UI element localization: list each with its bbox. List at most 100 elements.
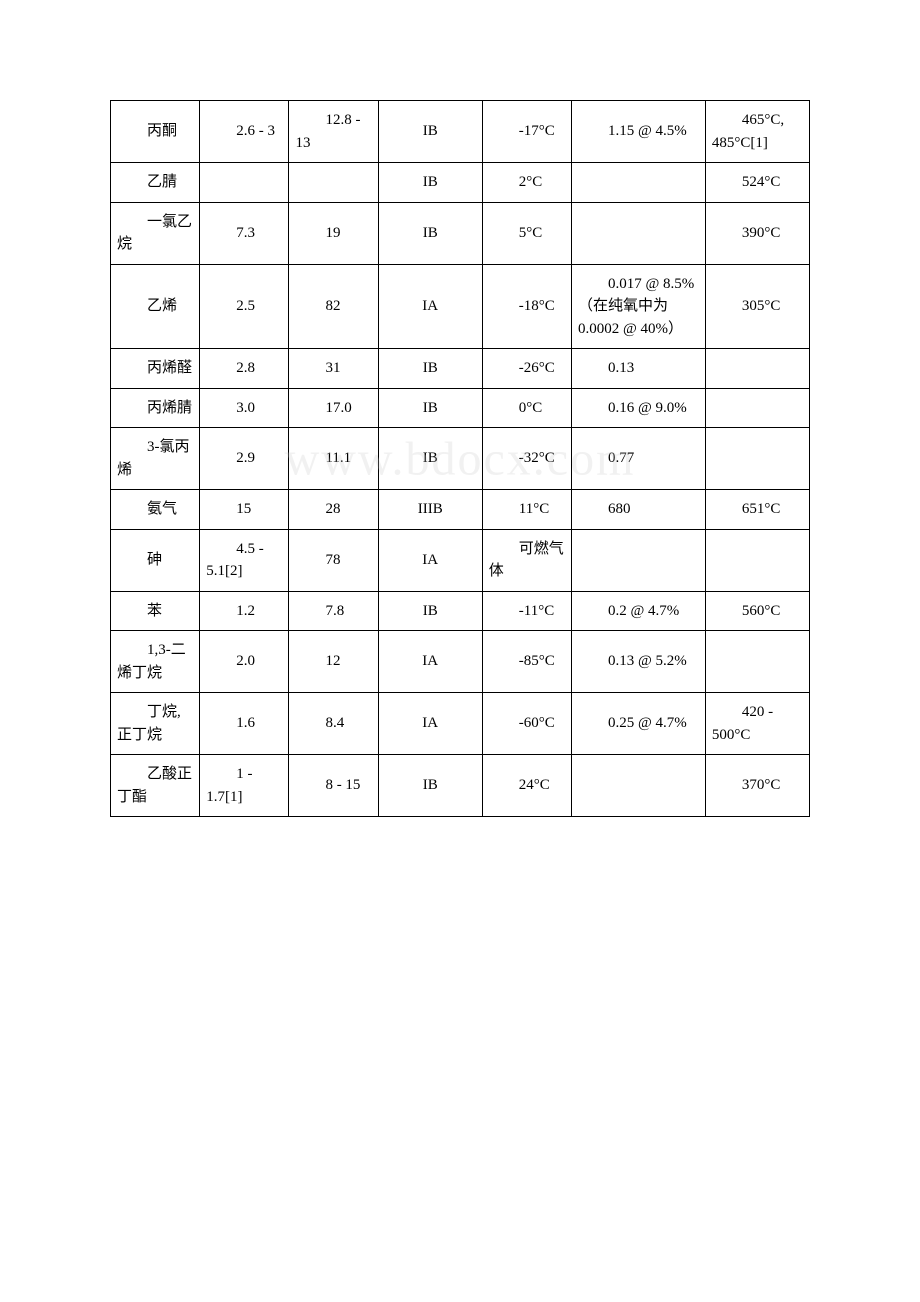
table-cell: -26°C	[482, 349, 571, 389]
table-cell: 7.3	[200, 202, 289, 264]
table-cell: 12.8 - 13	[289, 101, 378, 163]
table-cell: 丙酮	[111, 101, 200, 163]
table-row: 1,3-二烯丁烷2.012IA-85°C0.13 @ 5.2%	[111, 631, 810, 693]
table-cell: -18°C	[482, 264, 571, 349]
table-cell: IB	[378, 349, 482, 389]
table-cell	[571, 163, 705, 203]
table-row: 苯1.27.8IB-11°C0.2 @ 4.7%560°C	[111, 591, 810, 631]
table-cell: IB	[378, 101, 482, 163]
table-cell: 524°C	[705, 163, 809, 203]
table-cell: 1.15 @ 4.5%	[571, 101, 705, 163]
table-cell: 氨气	[111, 490, 200, 530]
table-cell: 420 - 500°C	[705, 693, 809, 755]
table-cell: 8 - 15	[289, 755, 378, 817]
table-cell: 17.0	[289, 388, 378, 428]
table-cell: 0.2 @ 4.7%	[571, 591, 705, 631]
table-cell: IB	[378, 163, 482, 203]
table-cell: 28	[289, 490, 378, 530]
table-cell: 78	[289, 529, 378, 591]
table-cell: 2.0	[200, 631, 289, 693]
table-container: www.bdocx.com 丙酮2.6 - 312.8 - 13IB-17°C1…	[110, 100, 810, 817]
table-cell: 0.77	[571, 428, 705, 490]
table-cell: IB	[378, 428, 482, 490]
table-row: 丙烯醛2.831IB-26°C0.13	[111, 349, 810, 389]
table-cell	[705, 631, 809, 693]
table-cell: 2.9	[200, 428, 289, 490]
table-cell: 砷	[111, 529, 200, 591]
table-cell	[705, 428, 809, 490]
table-cell: IA	[378, 264, 482, 349]
table-cell: 0°C	[482, 388, 571, 428]
table-cell: 一氯乙烷	[111, 202, 200, 264]
table-cell: 7.8	[289, 591, 378, 631]
table-cell: 3.0	[200, 388, 289, 428]
table-cell: 8.4	[289, 693, 378, 755]
table-cell: 0.25 @ 4.7%	[571, 693, 705, 755]
table-cell: 0.16 @ 9.0%	[571, 388, 705, 428]
table-cell: -11°C	[482, 591, 571, 631]
table-cell: 82	[289, 264, 378, 349]
table-cell: 560°C	[705, 591, 809, 631]
flammability-data-table: 丙酮2.6 - 312.8 - 13IB-17°C1.15 @ 4.5%465°…	[110, 100, 810, 817]
table-cell: 12	[289, 631, 378, 693]
table-cell: 2°C	[482, 163, 571, 203]
table-row: 砷4.5 - 5.1[2]78IA可燃气体	[111, 529, 810, 591]
table-cell: IB	[378, 755, 482, 817]
table-cell: 乙酸正丁酯	[111, 755, 200, 817]
table-cell: 2.5	[200, 264, 289, 349]
table-cell: 305°C	[705, 264, 809, 349]
table-cell: -60°C	[482, 693, 571, 755]
table-cell: 15	[200, 490, 289, 530]
table-row: 乙酸正丁酯1 - 1.7[1]8 - 15IB24°C370°C	[111, 755, 810, 817]
table-cell: 680	[571, 490, 705, 530]
table-cell: 可燃气体	[482, 529, 571, 591]
table-row: 乙烯2.582IA-18°C0.017 @ 8.5% （在纯氧中为0.0002 …	[111, 264, 810, 349]
table-cell: 丙烯腈	[111, 388, 200, 428]
table-cell: 11°C	[482, 490, 571, 530]
table-cell: 31	[289, 349, 378, 389]
table-cell: IB	[378, 591, 482, 631]
table-row: 氨气1528IIIB11°C680651°C	[111, 490, 810, 530]
table-cell	[571, 755, 705, 817]
table-cell	[705, 388, 809, 428]
table-row: 3-氯丙烯2.911.1IB-32°C0.77	[111, 428, 810, 490]
table-cell: 0.13	[571, 349, 705, 389]
table-cell: 乙烯	[111, 264, 200, 349]
table-cell: 19	[289, 202, 378, 264]
table-cell: 651°C	[705, 490, 809, 530]
table-row: 丙酮2.6 - 312.8 - 13IB-17°C1.15 @ 4.5%465°…	[111, 101, 810, 163]
table-cell	[705, 349, 809, 389]
table-row: 丁烷,正丁烷1.68.4IA-60°C0.25 @ 4.7%420 - 500°…	[111, 693, 810, 755]
table-cell: 丙烯醛	[111, 349, 200, 389]
table-cell: IA	[378, 693, 482, 755]
table-row: 丙烯腈3.017.0IB0°C0.16 @ 9.0%	[111, 388, 810, 428]
table-cell: 390°C	[705, 202, 809, 264]
table-cell: 2.8	[200, 349, 289, 389]
table-row: 一氯乙烷7.319IB5°C 390°C	[111, 202, 810, 264]
table-cell: -32°C	[482, 428, 571, 490]
table-cell: IB	[378, 202, 482, 264]
table-cell: 465°C, 485°C[1]	[705, 101, 809, 163]
table-cell: 1 - 1.7[1]	[200, 755, 289, 817]
table-cell: IA	[378, 529, 482, 591]
table-cell: 4.5 - 5.1[2]	[200, 529, 289, 591]
table-cell: 5°C	[482, 202, 571, 264]
table-cell: 0.017 @ 8.5% （在纯氧中为0.0002 @ 40%）	[571, 264, 705, 349]
table-cell: 1.6	[200, 693, 289, 755]
table-cell: IB	[378, 388, 482, 428]
table-cell: 苯	[111, 591, 200, 631]
table-cell: 3-氯丙烯	[111, 428, 200, 490]
table-cell	[571, 202, 705, 264]
table-cell: 370°C	[705, 755, 809, 817]
table-cell: 11.1	[289, 428, 378, 490]
table-cell: 1,3-二烯丁烷	[111, 631, 200, 693]
table-cell: IIIB	[378, 490, 482, 530]
table-cell: 乙腈	[111, 163, 200, 203]
table-cell: 2.6 - 3	[200, 101, 289, 163]
table-cell	[200, 163, 289, 203]
table-cell: 0.13 @ 5.2%	[571, 631, 705, 693]
table-cell	[705, 529, 809, 591]
table-cell: IA	[378, 631, 482, 693]
table-cell: -17°C	[482, 101, 571, 163]
table-cell	[571, 529, 705, 591]
